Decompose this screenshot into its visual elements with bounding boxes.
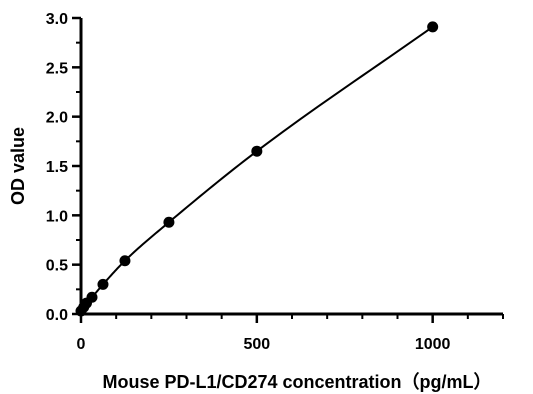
y-tick-label: 2.0 [46,110,68,127]
x-tick-label: 1000 [415,336,451,353]
y-tick-label: 0.5 [46,258,68,275]
data-point [251,145,263,157]
data-point [86,291,98,303]
y-ticks: 0.0 0.5 1.0 1.5 2.0 2.5 3.0 [46,11,81,324]
x-tick-label: 500 [243,336,270,353]
data-point [163,216,175,228]
plot-area: 0 500 1000 0.0 0.5 1.0 1.5 2.0 2.5 3.0 [46,11,504,353]
fit-curve [80,26,434,312]
y-tick-label: 2.5 [46,60,68,77]
y-tick-label: 1.5 [46,159,68,176]
data-points [75,21,439,317]
data-point [119,255,131,267]
y-axis-title: OD value [8,127,28,205]
x-ticks: 0 500 1000 [77,314,504,353]
y-tick-label: 3.0 [46,11,68,28]
data-point [97,278,109,290]
y-tick-label: 1.0 [46,208,68,225]
x-tick-label: 0 [77,336,86,353]
x-axis-title: Mouse PD-L1/CD274 concentration（pg/mL） [102,372,491,392]
data-point [427,21,439,33]
y-tick-label: 0.0 [46,307,68,324]
